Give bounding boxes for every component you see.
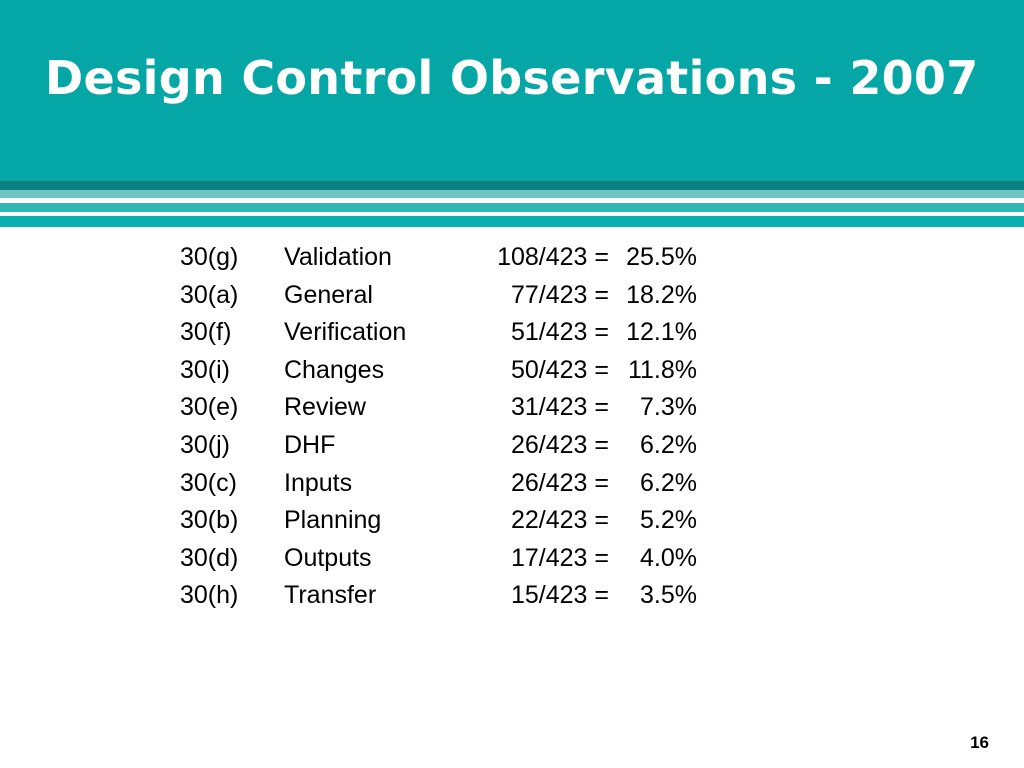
observation-ratio: 22/423 = — [510, 506, 609, 535]
observation-name: Validation — [284, 243, 392, 271]
observation-name: Inputs — [284, 468, 353, 497]
page-number: 16 — [970, 733, 989, 752]
observation-name: Changes — [284, 355, 385, 384]
observation-row: 30(c) Inputs 26/423 = 6.2% — [180, 465, 697, 503]
header-stripe — [0, 203, 1024, 212]
observation-ratio: 26/423 = — [510, 430, 609, 459]
observation-ratio: 50/423 = — [510, 355, 609, 384]
observation-code: 30(h) — [180, 581, 239, 610]
observations-table-body: 30(g) Validation 108/423 = 25.5% 30(a) G… — [180, 239, 697, 615]
observation-code: 30(g) — [180, 243, 239, 271]
observation-percent: 6.2% — [640, 468, 697, 497]
observation-percent: 6.2% — [640, 430, 697, 459]
observation-ratio: 51/423 = — [510, 318, 609, 347]
observation-ratio: 17/423 = — [510, 543, 609, 572]
observation-percent: 4.0% — [640, 543, 697, 572]
observation-percent: 12.1% — [626, 318, 697, 347]
header-stripe-gap — [0, 212, 1024, 216]
observation-row: 30(j) DHF 26/423 = 6.2% — [180, 427, 697, 465]
title-band: Design Control Observations - 2007 — [0, 0, 1024, 181]
observation-percent: 11.8% — [627, 355, 697, 384]
slide-title: Design Control Observations - 2007 — [45, 51, 979, 105]
observation-ratio: 26/423 = — [510, 468, 609, 497]
observation-code: 30(b) — [180, 506, 239, 535]
header-stripe-gap — [0, 198, 1024, 203]
observation-name: General — [284, 280, 373, 309]
observation-name: Transfer — [284, 581, 377, 610]
observation-name: Outputs — [284, 543, 372, 572]
header-stripe — [0, 190, 1024, 198]
observation-name: Review — [284, 393, 366, 422]
observation-row: 30(g) Validation 108/423 = 25.5% — [180, 239, 697, 277]
observation-row: 30(f) Verification 51/423 = 12.1% — [180, 314, 697, 352]
observation-percent: 5.2% — [640, 506, 697, 535]
observation-ratio: 15/423 = — [510, 581, 609, 610]
observation-row: 30(a) General 77/423 = 18.2% — [180, 277, 697, 315]
observation-name: DHF — [284, 430, 336, 459]
observation-name: Planning — [284, 506, 382, 535]
observation-ratio: 31/423 = — [510, 393, 609, 422]
observation-percent: 3.5% — [640, 581, 697, 610]
observation-percent: 18.2% — [626, 280, 697, 309]
observation-percent: 7.3% — [640, 393, 697, 422]
observation-name: Verification — [284, 318, 407, 347]
observation-code: 30(e) — [180, 393, 239, 422]
observation-code: 30(a) — [180, 280, 239, 309]
observation-ratio: 77/423 = — [510, 280, 609, 309]
observation-code: 30(j) — [180, 430, 231, 459]
observations-table: 30(g) Validation 108/423 = 25.5% 30(a) G… — [180, 239, 697, 615]
observation-row: 30(b) Planning 22/423 = 5.2% — [180, 502, 697, 540]
header-stripe — [0, 181, 1024, 190]
observation-ratio: 108/423 = — [497, 243, 609, 271]
observation-row: 30(i) Changes 50/423 = 11.8% — [180, 352, 697, 390]
observation-code: 30(i) — [180, 355, 231, 384]
observation-code: 30(c) — [180, 468, 237, 497]
observation-percent: 25.5% — [626, 243, 697, 271]
observation-code: 30(d) — [180, 543, 239, 572]
observation-row: 30(h) Transfer 15/423 = 3.5% — [180, 577, 697, 615]
observation-code: 30(f) — [180, 318, 232, 347]
header-stripe — [0, 216, 1024, 227]
observation-row: 30(d) Outputs 17/423 = 4.0% — [180, 540, 697, 578]
observation-row: 30(e) Review 31/423 = 7.3% — [180, 389, 697, 427]
